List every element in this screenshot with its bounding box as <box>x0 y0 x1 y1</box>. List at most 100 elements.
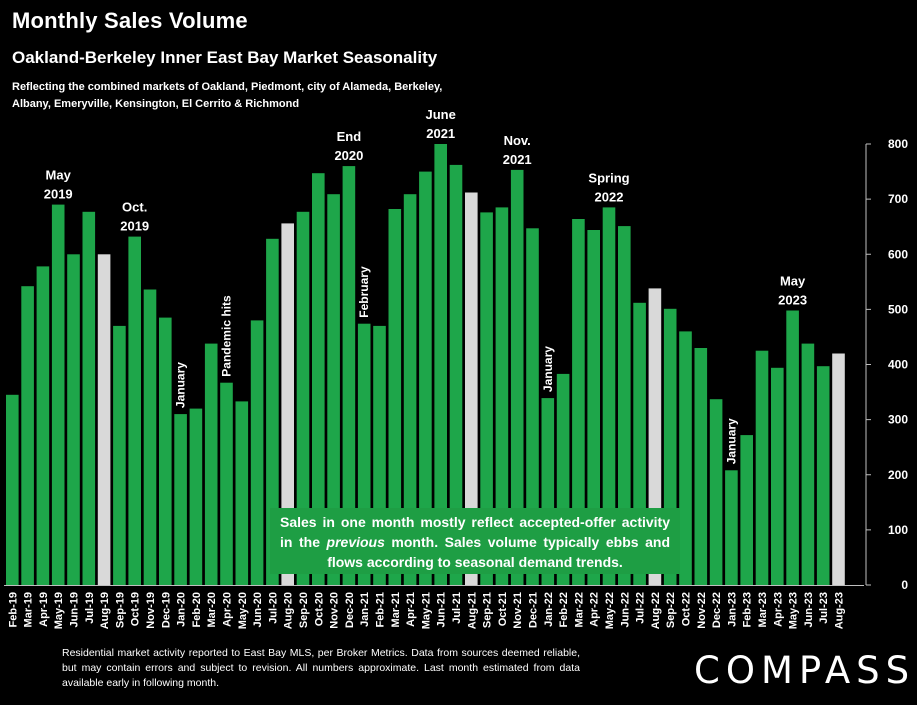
x-tick-label: Mar-22 <box>573 592 585 627</box>
x-tick-label: Sep-21 <box>482 592 494 628</box>
x-tick-label: Oct-20 <box>313 592 325 626</box>
bar-apr-21 <box>403 194 417 585</box>
annotation-label: January <box>174 362 188 408</box>
bar-may-19 <box>51 204 65 585</box>
bar-mar-22 <box>572 219 585 585</box>
annotation-label: 2019 <box>120 219 149 234</box>
bar-sep-21 <box>480 212 493 585</box>
bar-oct-19 <box>128 236 141 585</box>
x-tick-label: Jul-22 <box>635 592 647 624</box>
annotation-label: June <box>426 107 456 122</box>
compass-logo: COMPASS <box>694 649 915 692</box>
x-tick-label: Jun-23 <box>803 592 815 627</box>
x-tick-label: Oct-22 <box>681 592 693 626</box>
annotation-label: Spring <box>588 170 629 185</box>
bar-may-23 <box>786 310 799 585</box>
bar-sep-20 <box>296 211 310 586</box>
x-tick-label: Aug-21 <box>466 592 478 629</box>
x-tick-label: Mar-19 <box>23 592 35 627</box>
x-tick-label: Oct-21 <box>497 592 509 626</box>
x-tick-label: May-21 <box>420 592 432 629</box>
x-tick-label: Aug-22 <box>650 592 662 629</box>
x-tick-label: Feb-19 <box>7 592 19 627</box>
chart-title: Monthly Sales Volume <box>12 8 248 33</box>
bar-dec-20 <box>342 166 356 585</box>
bar-jan-20 <box>174 414 187 585</box>
bar-jul-23 <box>816 366 830 585</box>
x-tick-label: Dec-22 <box>711 592 723 628</box>
x-tick-label: Feb-23 <box>742 592 754 627</box>
x-tick-label: May-19 <box>53 592 65 629</box>
x-tick-label: Jun-21 <box>436 592 448 627</box>
annotation-label: January <box>724 418 738 464</box>
x-tick-label: Jan-22 <box>543 592 555 627</box>
y-tick-label: 700 <box>888 192 908 206</box>
bar-nov-21 <box>510 169 524 585</box>
bar-sep-19 <box>113 325 126 585</box>
annotation-label: May <box>46 168 72 183</box>
x-tick-label: Feb-22 <box>558 592 570 627</box>
x-tick-label: Apr-23 <box>772 592 784 627</box>
bar-apr-23 <box>771 367 784 585</box>
bar-mar-20 <box>204 343 218 585</box>
x-tick-label: Mar-23 <box>757 592 769 627</box>
x-tick-label: Sep-19 <box>114 592 126 628</box>
annotation-label: May <box>780 274 806 289</box>
bar-apr-20 <box>220 382 233 585</box>
x-tick-label: Dec-21 <box>528 592 540 628</box>
bar-aug-20 <box>281 223 294 585</box>
y-tick-label: 600 <box>888 247 908 261</box>
x-tick-label: Sep-20 <box>298 592 310 628</box>
x-tick-label: Nov-22 <box>696 592 708 629</box>
x-tick-label: Jun-22 <box>619 592 631 627</box>
bar-may-20 <box>235 401 249 585</box>
annotation-label: 2022 <box>595 189 624 204</box>
annotation-label: 2023 <box>778 293 807 308</box>
x-tick-label: Nov-21 <box>512 592 524 629</box>
x-tick-label: Jan-20 <box>176 592 188 627</box>
annotation-label: 2019 <box>44 187 73 202</box>
bar-aug-19 <box>97 254 111 586</box>
source-note: Residential market activity reported to … <box>62 647 580 689</box>
x-tick-label: Jun-19 <box>69 592 81 627</box>
annotation-label: Nov. <box>504 133 531 148</box>
bar-nov-20 <box>327 194 340 585</box>
x-tick-label: Mar-21 <box>390 592 402 627</box>
x-tick-label: Apr-22 <box>589 592 601 627</box>
bar-aug-23 <box>832 353 845 585</box>
bar-may-22 <box>602 207 616 585</box>
x-tick-label: Aug-23 <box>834 592 846 629</box>
y-tick-label: 400 <box>888 358 908 372</box>
x-tick-label: Apr-19 <box>38 592 50 627</box>
callout-emphasis: previous <box>326 534 385 550</box>
x-tick-label: Feb-21 <box>375 592 387 627</box>
bar-nov-22 <box>694 348 708 585</box>
x-tick-label: Apr-20 <box>222 592 234 627</box>
bar-apr-19 <box>36 266 50 585</box>
x-tick-label: May-23 <box>788 592 800 629</box>
bar-oct-20 <box>312 173 325 585</box>
bar-jul-19 <box>82 211 96 586</box>
bar-jan-23 <box>725 470 738 585</box>
y-tick-label: 300 <box>888 413 908 427</box>
bar-mar-21 <box>388 209 402 585</box>
x-tick-label: Dec-19 <box>160 592 172 628</box>
x-tick-label: Nov-19 <box>145 592 157 629</box>
x-tick-label: Jun-20 <box>252 592 264 627</box>
x-tick-label: Jul-21 <box>451 592 463 624</box>
annotation-label: 2021 <box>503 152 532 167</box>
bar-oct-22 <box>679 331 692 585</box>
x-tick-label: Aug-20 <box>283 592 295 629</box>
x-tick-label: Jul-20 <box>267 592 279 624</box>
callout-text-after: month. Sales volume typically ebbs and f… <box>327 534 670 570</box>
bar-feb-20 <box>189 408 203 585</box>
bar-jul-20 <box>266 238 279 586</box>
x-tick-label: Feb-20 <box>191 592 203 627</box>
x-tick-label: Jul-23 <box>818 592 830 624</box>
bar-oct-21 <box>495 207 509 585</box>
bar-jun-22 <box>618 226 631 585</box>
x-tick-label: Mar-20 <box>206 592 218 627</box>
chart-description: Reflecting the combined markets of Oakla… <box>12 81 443 110</box>
y-tick-label: 0 <box>901 578 908 592</box>
